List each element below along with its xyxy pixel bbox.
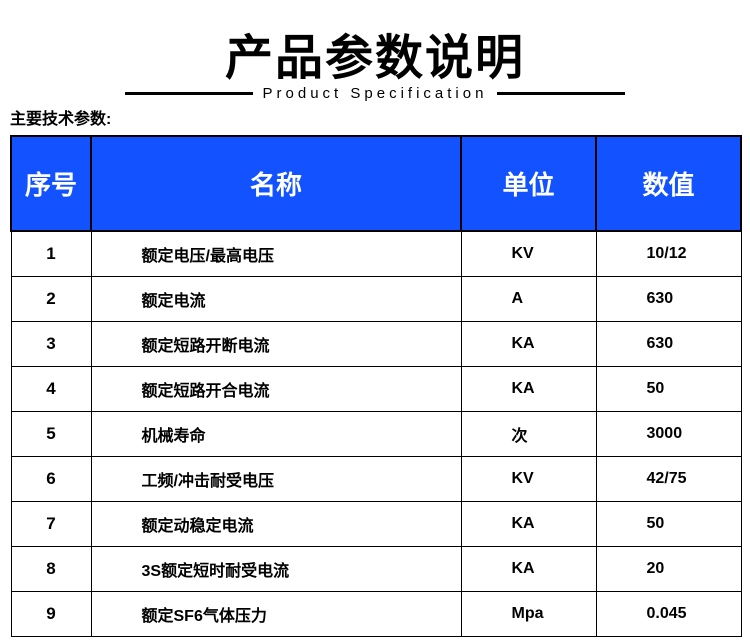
cell-unit: KA [461,322,596,367]
header-name: 名称 [91,136,461,231]
cell-value: 3000 [596,412,741,457]
cell-seq: 3 [11,322,91,367]
title-section: 产品参数说明 Product Specification [0,0,750,113]
table-body: 1额定电压/最高电压KV10/122额定电流A6303额定短路开断电流KA630… [11,231,741,637]
cell-seq: 7 [11,502,91,547]
cell-name: 工频/冲击耐受电压 [91,457,461,502]
cell-name: 额定电流 [91,277,461,322]
header-seq: 序号 [11,136,91,231]
cell-name: 额定短路开合电流 [91,367,461,412]
table-header-row: 序号 名称 单位 数值 [11,136,741,231]
cell-name: 额定短路开断电流 [91,322,461,367]
table-row: 2额定电流A630 [11,277,741,322]
cell-unit: KA [461,367,596,412]
cell-unit: KV [461,457,596,502]
cell-name: 额定动稳定电流 [91,502,461,547]
cell-seq: 4 [11,367,91,412]
cell-unit: KV [461,231,596,277]
cell-name: 机械寿命 [91,412,461,457]
cell-unit: KA [461,547,596,592]
cell-value: 630 [596,277,741,322]
cell-seq: 5 [11,412,91,457]
cell-unit: A [461,277,596,322]
spec-table-container: 序号 名称 单位 数值 1额定电压/最高电压KV10/122额定电流A6303额… [0,135,750,637]
table-row: 6工频/冲击耐受电压KV42/75 [11,457,741,502]
cell-seq: 2 [11,277,91,322]
table-row: 1额定电压/最高电压KV10/12 [11,231,741,277]
subtitle: Product Specification [253,85,498,102]
cell-value: 10/12 [596,231,741,277]
table-row: 7额定动稳定电流KA50 [11,502,741,547]
cell-value: 630 [596,322,741,367]
cell-name: 额定电压/最高电压 [91,231,461,277]
main-title: 产品参数说明 [225,18,525,88]
cell-value: 50 [596,367,741,412]
cell-value: 50 [596,502,741,547]
cell-unit: 次 [461,412,596,457]
table-row: 4额定短路开合电流KA50 [11,367,741,412]
spec-table: 序号 名称 单位 数值 1额定电压/最高电压KV10/122额定电流A6303额… [10,135,742,637]
cell-seq: 6 [11,457,91,502]
cell-seq: 1 [11,231,91,277]
header-unit: 单位 [461,136,596,231]
cell-value: 20 [596,547,741,592]
cell-value: 42/75 [596,457,741,502]
cell-seq: 8 [11,547,91,592]
cell-name: 3S额定短时耐受电流 [91,547,461,592]
cell-seq: 9 [11,592,91,637]
header-value: 数值 [596,136,741,231]
table-row: 83S额定短时耐受电流KA20 [11,547,741,592]
table-row: 5机械寿命次3000 [11,412,741,457]
cell-name: 额定SF6气体压力 [91,592,461,637]
table-row: 9额定SF6气体压力Mpa0.045 [11,592,741,637]
cell-unit: Mpa [461,592,596,637]
cell-value: 0.045 [596,592,741,637]
cell-unit: KA [461,502,596,547]
table-row: 3额定短路开断电流KA630 [11,322,741,367]
